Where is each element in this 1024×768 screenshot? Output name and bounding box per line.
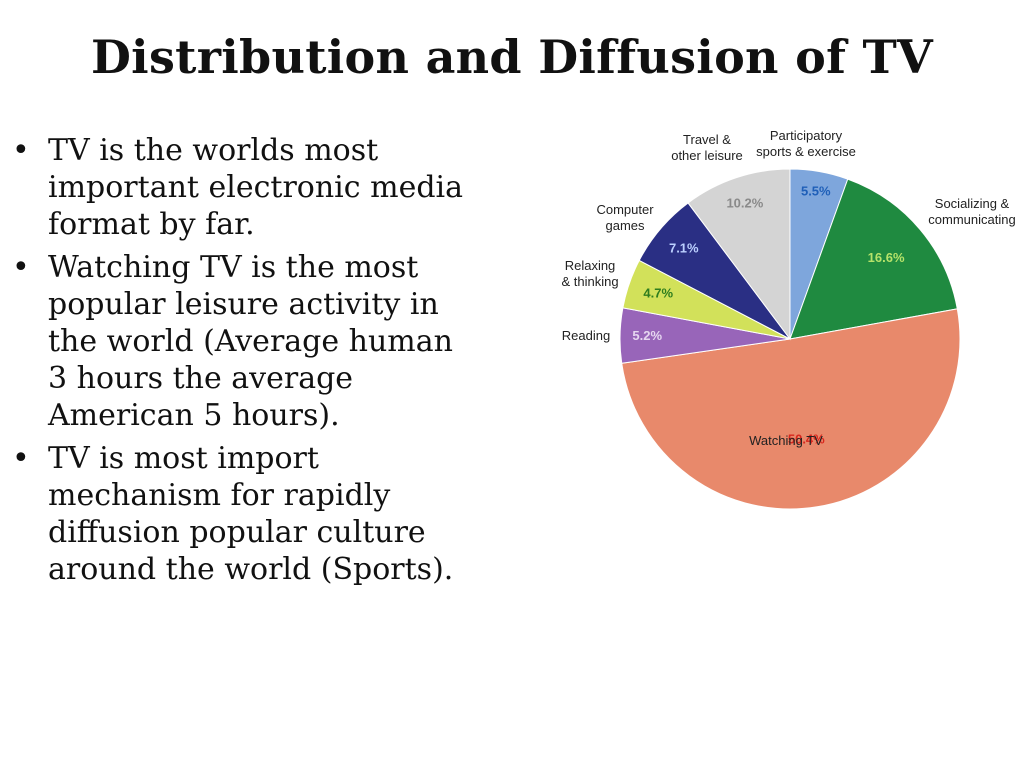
pie-category-label-line: Computer — [596, 202, 654, 217]
pie-value-label: 5.5% — [801, 184, 831, 199]
pie-category-label-line: sports & exercise — [756, 144, 856, 159]
pie-slice — [621, 308, 961, 510]
pie-chart: 5.5% Participatory sports & exercise 16.6% S… — [561, 128, 1016, 510]
pie-value-label: 7.1% — [669, 241, 699, 256]
pie-category-label-line: Participatory — [770, 128, 843, 143]
bullet-line: popular leisure activity in — [48, 287, 439, 322]
pie-category-label-line: Socializing & — [935, 196, 1010, 211]
bullet-line: TV is most import — [48, 441, 319, 476]
pie-category-label-line: Travel & — [683, 132, 731, 147]
pie-category-label: Relaxing & thinking — [561, 258, 618, 289]
pie-category-label: Travel & other leisure — [671, 132, 743, 163]
bullet-line: format by far. — [48, 207, 255, 242]
pie-slice — [789, 178, 958, 340]
pie-category-label: Watching TV — [749, 433, 823, 448]
bullet-line: American 5 hours). — [48, 398, 340, 433]
pie-category-label-line: communicating — [928, 212, 1015, 227]
bullet-dot-icon: • — [12, 133, 30, 168]
pie-value-label: 10.2% — [726, 196, 763, 211]
pie-slice — [687, 168, 791, 341]
bullet-line: important electronic media — [48, 170, 464, 205]
pie-category-label: Participatory sports & exercise — [756, 128, 856, 159]
pie-value-label: 4.7% — [643, 286, 673, 301]
bullet-item-1: • TV is the worlds most important electr… — [10, 132, 520, 243]
pie-category-label-line: Relaxing — [565, 258, 616, 273]
bullet-line: 3 hours the average — [48, 361, 354, 396]
pie-category-label: Computer games — [596, 202, 654, 233]
pie-category-label: Reading — [562, 328, 610, 343]
bullet-item-2: • Watching TV is the most popular leisur… — [10, 249, 520, 434]
pie-value-label: 50.4% — [788, 432, 825, 447]
pie-category-label-line: games — [605, 218, 645, 233]
bullet-line: Watching TV is the most — [48, 250, 419, 285]
bullet-line: around the world (Sports). — [48, 552, 454, 587]
pie-category-label-line: other leisure — [671, 148, 743, 163]
bullet-dot-icon: • — [12, 441, 30, 476]
bullet-line: diffusion popular culture — [48, 515, 426, 550]
bullet-line: the world (Average human — [48, 324, 453, 359]
pie-value-label: 16.6% — [868, 250, 905, 265]
pie-category-label: Socializing & communicating — [928, 196, 1015, 227]
pie-category-label-line: Watching TV — [749, 433, 823, 448]
bullet-dot-icon: • — [12, 250, 30, 285]
pie-category-label-line: Reading — [562, 328, 610, 343]
slide-title: Distribution and Diffusion of TV — [90, 30, 934, 84]
pie-category-label-line: & thinking — [561, 274, 618, 289]
bullet-list: • TV is the worlds most important electr… — [10, 132, 520, 594]
pie-value-label: 5.2% — [632, 328, 662, 343]
bullet-line: TV is the worlds most — [48, 133, 379, 168]
bullet-item-3: • TV is most import mechanism for rapidl… — [10, 440, 520, 588]
bullet-line: mechanism for rapidly — [48, 478, 391, 513]
